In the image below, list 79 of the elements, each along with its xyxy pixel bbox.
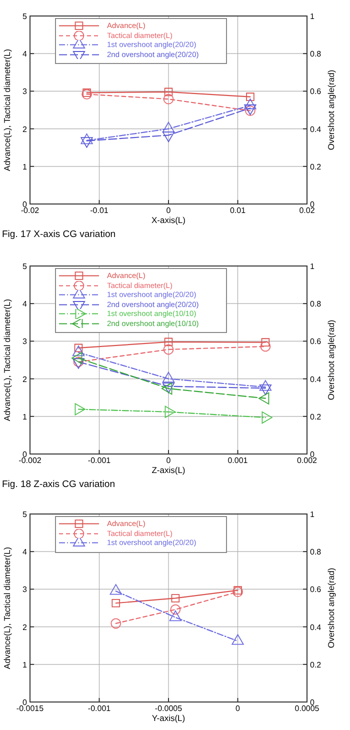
x-tick-label: 0.01 [230,206,246,215]
y2-axis-title: Overshoot angle(rad) [326,70,336,150]
x-tick-label: 0 [166,206,172,215]
x-axis-title: Z-axis(L) [152,465,186,475]
y-tick-label: 0 [22,698,28,707]
point [82,88,91,97]
x-tick-label: 0.001 [228,456,248,465]
y-tick-label: 1 [22,162,28,172]
x-tick-label: -0.02 [20,206,40,215]
x-tick-label: -0.002 [18,456,42,465]
y2-tick-label: 1 [310,510,315,519]
y-tick-label: 3 [22,337,28,346]
x-tick-label: -0.001 [88,456,112,465]
y2-tick-label: 1 [310,12,315,21]
y2-tick-label: 0.6 [310,87,322,96]
y-tick-label: 0 [22,450,28,459]
y2-tick-label: 0.2 [310,660,322,670]
x-tick-label: 0 [166,456,172,465]
y2-tick-label: 0.4 [310,374,322,384]
y-tick-label: 5 [22,510,28,519]
point [164,338,173,346]
x-tick-label: 0.0005 [294,704,320,713]
x-tick-label: 0.002 [296,456,318,465]
x-axis-title: Y-axis(L) [152,713,186,723]
point [163,94,174,104]
y-tick-label: 4 [22,300,28,309]
caption: Fig. 17 X-axis CG variation [2,229,116,240]
x-tick-label: 0.02 [299,206,316,215]
y-tick-label: 4 [22,548,28,557]
point [234,586,242,594]
caption: Fig. 18 Z-axis CG variation [2,479,115,490]
y-tick-label: 2 [22,622,28,632]
x-tick-label: -0.0015 [16,704,44,713]
y2-tick-label: 0.8 [310,548,322,557]
y-tick-label: 5 [22,12,28,21]
y-tick-label: 2 [22,124,28,134]
point [112,598,120,608]
y2-tick-label: 1 [310,262,315,271]
y-tick-label: 0 [22,200,28,209]
point [163,344,174,355]
y2-axis-title: Overshoot angle(rad) [326,568,336,648]
point [169,610,182,622]
x-tick-label: -0.0005 [154,704,183,713]
y2-tick-label: 0 [310,698,315,707]
y-tick-label: 2 [22,374,28,384]
point [110,618,122,629]
y-tick-label: 3 [22,585,28,594]
y-tick-label: 3 [22,87,28,96]
y2-tick-label: 0.8 [310,300,322,309]
y2-tick-label: 0.4 [310,124,322,134]
point [164,88,173,96]
y-tick-label: 4 [22,50,28,59]
x-axis-title: X-axis(L) [151,215,186,225]
y-axis-title: Advance(L), Tactical diameter(L) [2,298,12,422]
y2-tick-label: 0.6 [310,585,322,594]
y2-tick-label: 0 [310,200,315,209]
point [232,586,243,597]
y-tick-label: 1 [22,660,28,670]
y2-tick-label: 0.6 [310,337,322,346]
x-tick-label: -0.001 [88,704,112,713]
point [260,341,271,352]
x-tick-label: 0 [236,704,241,713]
y-tick-label: 5 [22,262,28,271]
y-tick-label: 1 [22,412,28,422]
point [246,92,254,101]
point [261,338,270,346]
y2-tick-label: 0.8 [310,50,322,59]
point [232,634,244,645]
y2-tick-label: 0.4 [310,622,322,632]
point [110,584,122,595]
point [170,604,181,615]
y2-tick-label: 0.2 [310,162,322,172]
point [82,89,92,100]
x-tick-label: -0.01 [90,206,109,215]
y-axis-title: Advance(L), Tactical diameter(L) [2,48,12,172]
y-axis-title: Advance(L), Tactical diameter(L) [2,546,12,670]
y2-axis-title: Overshoot angle(rad) [326,320,336,400]
y2-tick-label: 0.2 [310,412,322,422]
point [171,594,180,602]
